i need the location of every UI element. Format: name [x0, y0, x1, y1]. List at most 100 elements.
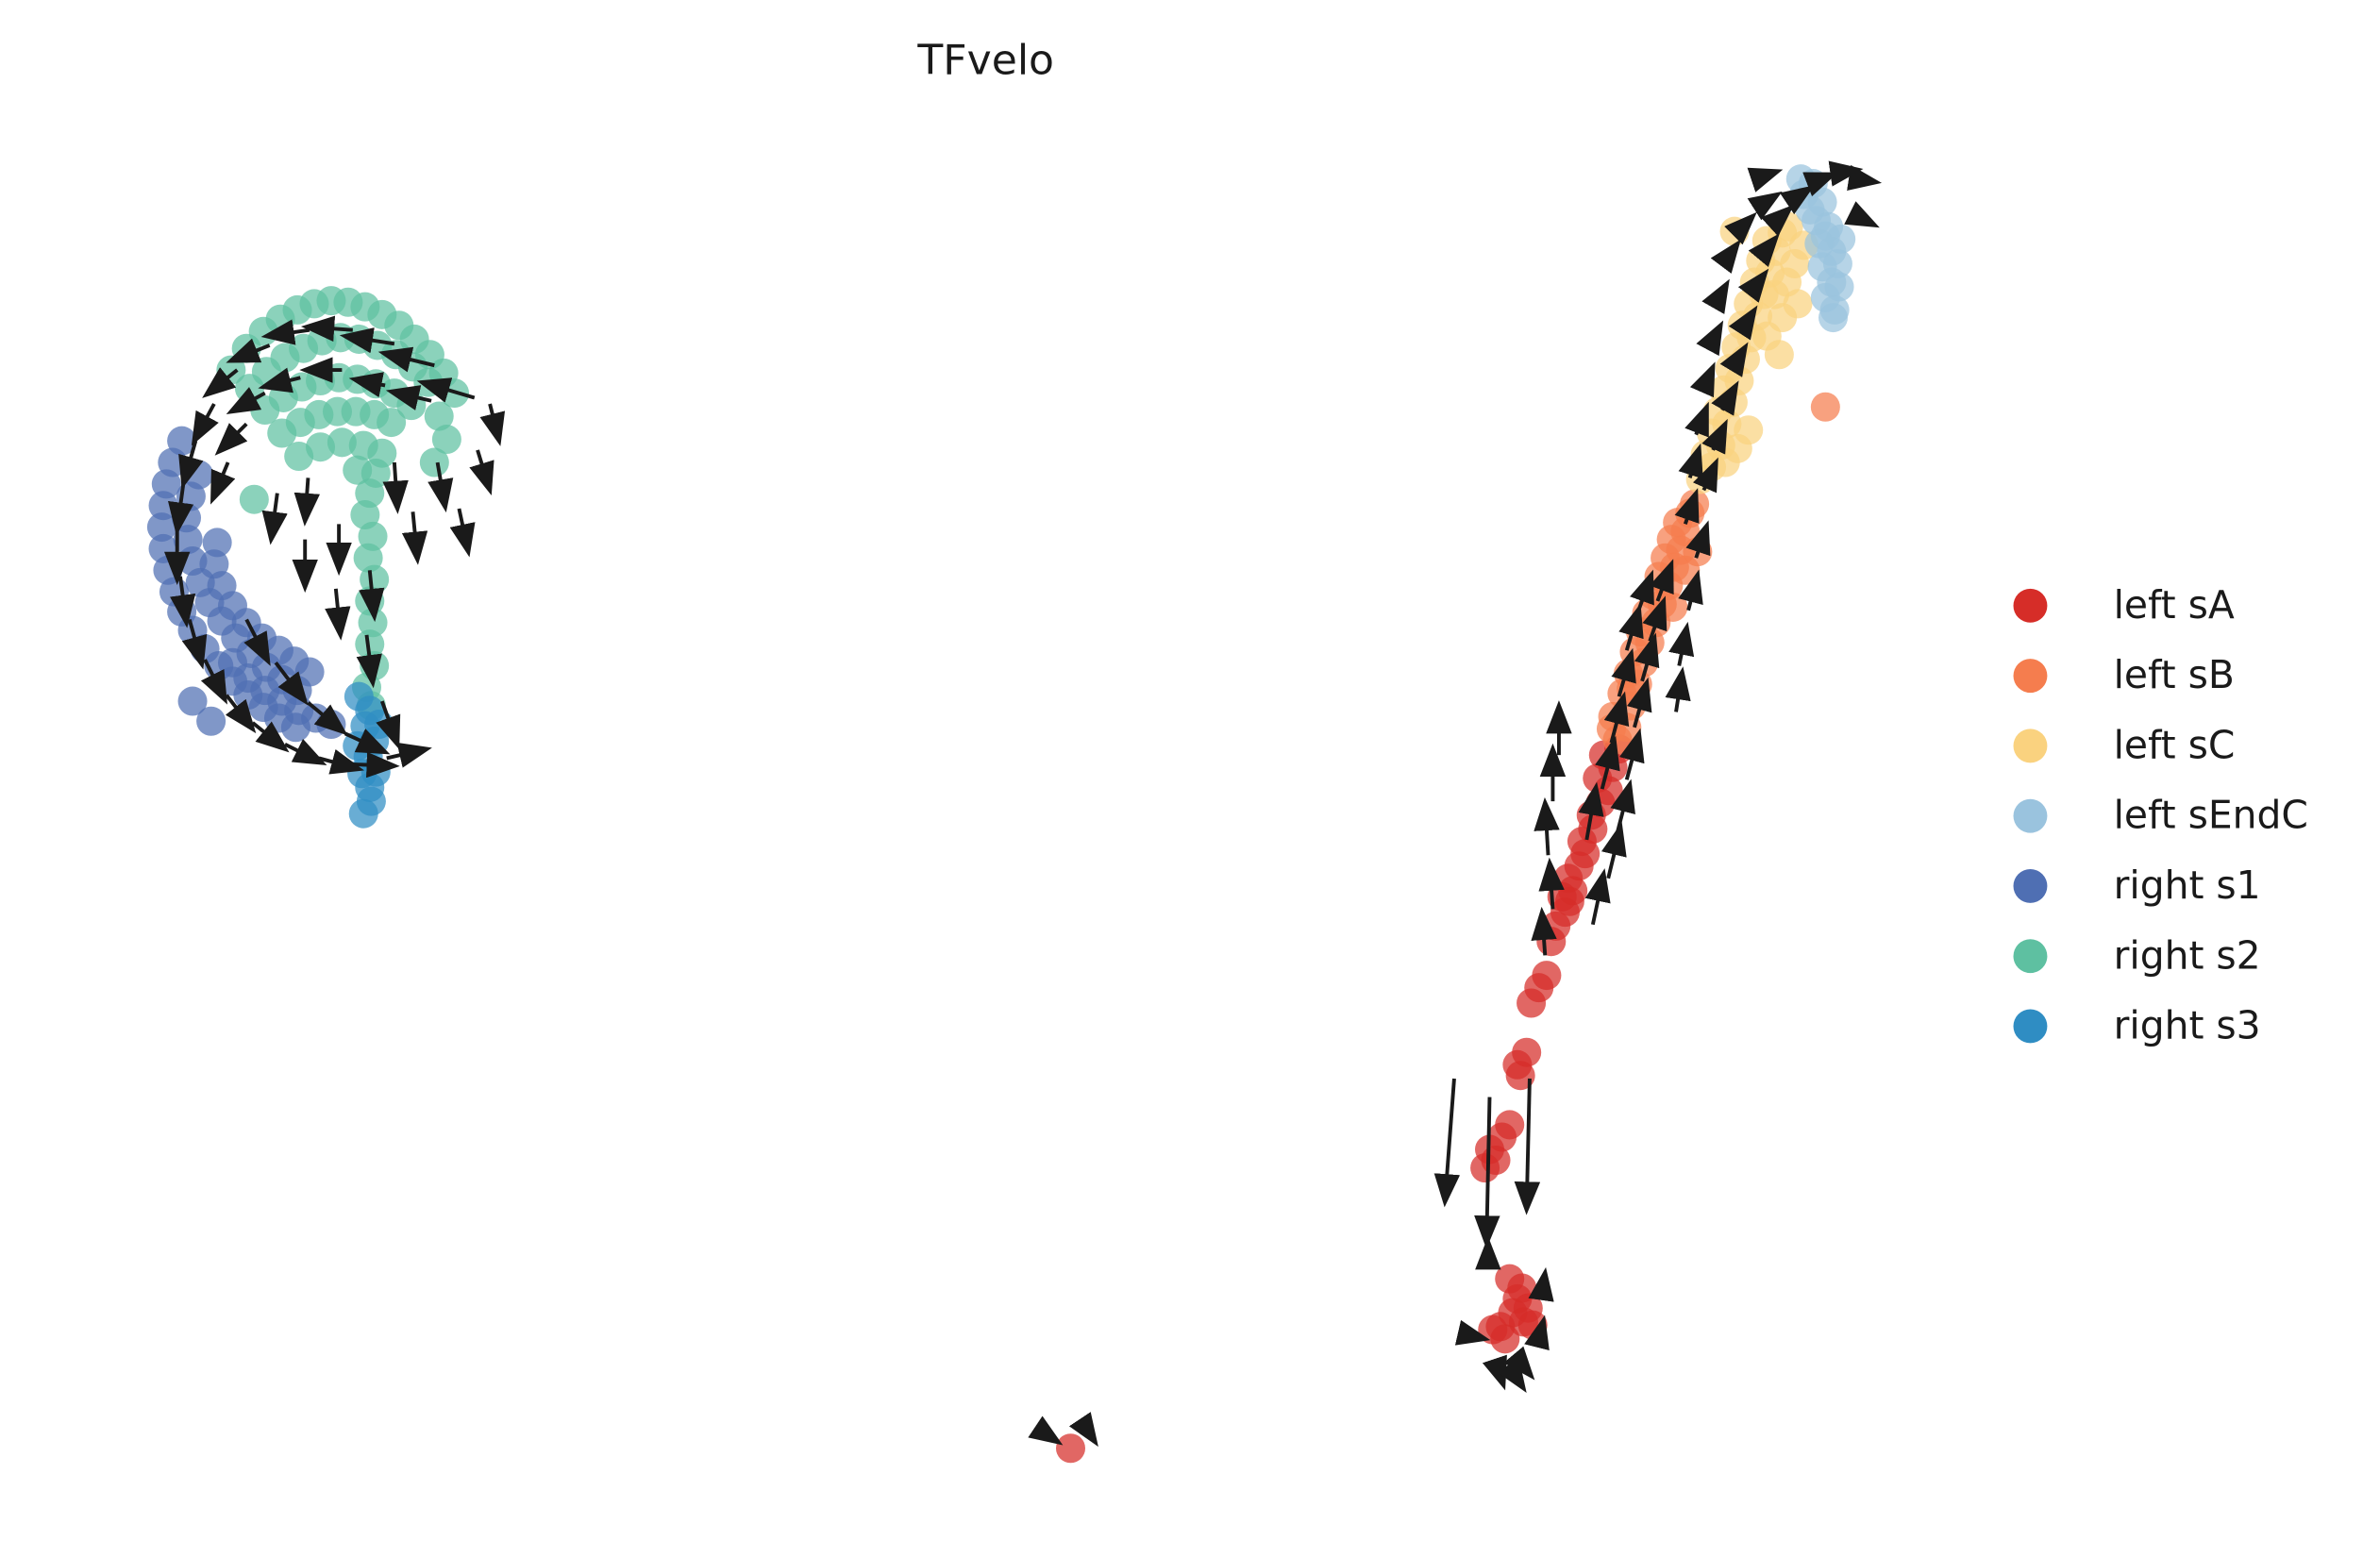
velocity-arrow [1482, 1354, 1507, 1391]
legend-marker-icon [2013, 868, 2048, 903]
legend-marker-icon [2013, 1009, 2048, 1044]
data-point [377, 408, 407, 438]
series-left-sC [1685, 211, 1819, 494]
velocity-arrow [1497, 1358, 1527, 1393]
velocity-arrow [1701, 418, 1728, 455]
velocity-arrow [307, 701, 348, 736]
data-point [1495, 1110, 1525, 1140]
legend-item: left sC [2013, 722, 2235, 767]
velocity-arrow [318, 748, 365, 775]
velocity-arrow [1610, 779, 1635, 833]
velocity-arrow [1692, 457, 1718, 494]
velocity-arrow [1642, 595, 1668, 643]
data-point [1764, 340, 1794, 370]
velocity-arrow [1685, 520, 1711, 559]
velocity-arrow [1528, 1266, 1554, 1302]
velocity-arrow [1747, 191, 1783, 221]
data-point [1512, 1037, 1542, 1067]
velocity-arrow [416, 377, 476, 403]
velocity-arrow [200, 659, 227, 705]
velocity-arrow [261, 493, 288, 545]
velocity-arrow [181, 619, 208, 670]
data-point [348, 798, 378, 829]
velocity-arrow [385, 385, 432, 410]
data-point [1819, 303, 1849, 333]
data-point [196, 706, 226, 736]
data-point [419, 447, 449, 477]
velocity-arrow [1737, 268, 1769, 303]
velocity-arrow [1748, 233, 1780, 268]
chart-title: TFvelo [916, 37, 1054, 85]
data-point [1785, 164, 1816, 194]
legend-label: left sC [2114, 722, 2236, 767]
velocity-arrow [1668, 621, 1695, 666]
velocity-arrow [1454, 1319, 1491, 1346]
data-point [1719, 216, 1750, 246]
velocity-arrow [251, 721, 290, 753]
velocity-arrow [300, 315, 353, 343]
velocity-arrow [1674, 488, 1700, 525]
legend-label: right s1 [2114, 863, 2261, 908]
legend-item: left sEndC [2013, 793, 2308, 838]
legend-label: left sB [2114, 652, 2235, 697]
velocity-arrow [1619, 728, 1645, 780]
velocity-arrow [1524, 1315, 1550, 1351]
data-point [1822, 248, 1852, 278]
velocity-arrow [1584, 868, 1611, 926]
velocity-arrow [226, 387, 266, 414]
velocity-arrow [1684, 401, 1709, 438]
velocity-arrow [178, 440, 204, 490]
velocity-arrow [1719, 342, 1749, 377]
velocity-arrow [258, 367, 301, 394]
velocity-arrow [1603, 691, 1630, 744]
data-point [1826, 224, 1856, 254]
velocity-arrow [1534, 796, 1560, 856]
velocity-arrow [1538, 857, 1565, 910]
velocity-arrow [1634, 632, 1660, 682]
velocity-arrow [352, 751, 400, 779]
velocity-arrow [449, 508, 476, 558]
legend: left sA left sB left sC left sEndC right s1 r… [2013, 582, 2308, 1048]
velocity-arrow [1678, 569, 1703, 611]
velocity-arrow [226, 338, 271, 363]
velocity-arrow [1844, 201, 1880, 228]
data-point [1532, 961, 1562, 991]
legend-marker-icon [2013, 588, 2048, 623]
velocity-arrow [348, 372, 386, 398]
data-point [202, 528, 232, 558]
legend-label: left sA [2114, 582, 2235, 628]
legend-marker-icon [2013, 659, 2048, 694]
legend-marker-icon [2013, 798, 2048, 833]
velocity-arrow [479, 403, 506, 446]
legend-label: right s3 [2114, 1003, 2261, 1048]
velocity-arrow [1711, 380, 1739, 416]
data-point [1495, 1264, 1525, 1294]
velocity-arrow [210, 461, 236, 505]
velocity-arrow [1068, 1412, 1098, 1448]
velocity-arrow [1474, 1097, 1500, 1249]
velocity-arrow [1678, 443, 1703, 479]
legend-label: left sEndC [2114, 793, 2308, 838]
velocity-arrow [1701, 278, 1730, 314]
velocity-arrow [1578, 781, 1604, 841]
data-point [1810, 392, 1840, 422]
velocity-arrow [1649, 559, 1674, 602]
data-point [151, 469, 181, 499]
data-point [431, 425, 461, 455]
velocity-arrow [214, 422, 248, 456]
velocity-arrow [1514, 1078, 1541, 1215]
velocity-arrow [1828, 160, 1864, 187]
velocity-arrow [1665, 666, 1691, 712]
velocity-arrow [284, 738, 327, 765]
velocity-arrow [274, 662, 309, 706]
velocity-arrow [1696, 320, 1724, 357]
velocity-arrow [376, 700, 401, 750]
data-point [327, 427, 357, 458]
velocity-arrow [1747, 167, 1784, 193]
legend-item: left sA [2013, 582, 2235, 628]
legend-item: right s2 [2013, 932, 2261, 978]
legend-marker-icon [2013, 729, 2048, 763]
velocity-arrow [202, 367, 239, 398]
legend-item: right s3 [2013, 1003, 2261, 1048]
velocity-arrow [243, 618, 271, 666]
